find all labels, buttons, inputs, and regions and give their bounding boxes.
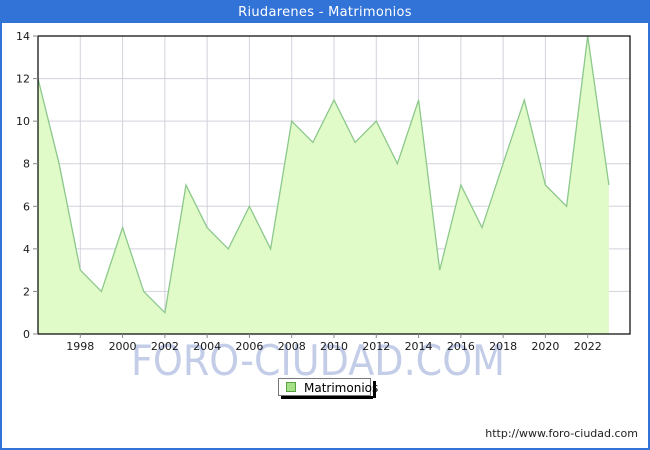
tick-labels: 0 2 4 6 8 10 12 14 1998 2000 2002 2004 2006 2008 2010 2… (16, 30, 602, 353)
legend-shadow (281, 396, 373, 399)
legend-label: Matrimonios (304, 381, 378, 395)
y-axis-label: 4 (23, 243, 30, 256)
x-axis-label: 2020 (531, 340, 559, 353)
y-axis-label: 2 (23, 285, 30, 298)
axes (33, 35, 631, 338)
y-axis-label: 14 (16, 30, 30, 43)
legend-box (278, 378, 371, 396)
x-axis-label: 2010 (320, 340, 348, 353)
legend-shadow (373, 381, 376, 398)
x-axis-label: 2000 (109, 340, 137, 353)
x-axis-label: 2006 (235, 340, 263, 353)
chart-canvas: FORO-CIUDAD.COM 0 2 4 6 8 10 12 14 1998 2000 2002 2… (16, 30, 638, 440)
area-series (37, 35, 610, 334)
legend-swatch-icon (286, 382, 296, 392)
x-axis-label: 2004 (193, 340, 221, 353)
x-axis-label: 1998 (66, 340, 94, 353)
y-axis-label: 6 (23, 200, 30, 213)
x-axis-label: 2018 (489, 340, 517, 353)
y-axis-label: 8 (23, 158, 30, 171)
x-axis-label: 2012 (362, 340, 390, 353)
legend: Matrimonios (278, 378, 378, 399)
watermark-text: FORO-CIUDAD.COM (131, 336, 505, 385)
x-axis-label: 2014 (405, 340, 433, 353)
x-axis-label: 2022 (574, 340, 602, 353)
x-axis-label: 2008 (278, 340, 306, 353)
footer-url: http://www.foro-ciudad.com (485, 427, 638, 440)
y-axis-label: 0 (23, 328, 30, 341)
y-axis-label: 12 (16, 73, 30, 86)
y-axis-label: 10 (16, 115, 30, 128)
chart-title: Riudarenes - Matrimonios (2, 2, 648, 23)
x-axis-label: 2016 (447, 340, 475, 353)
area-fill (38, 36, 609, 334)
x-axis-label: 2002 (151, 340, 179, 353)
series-line (37, 35, 610, 315)
